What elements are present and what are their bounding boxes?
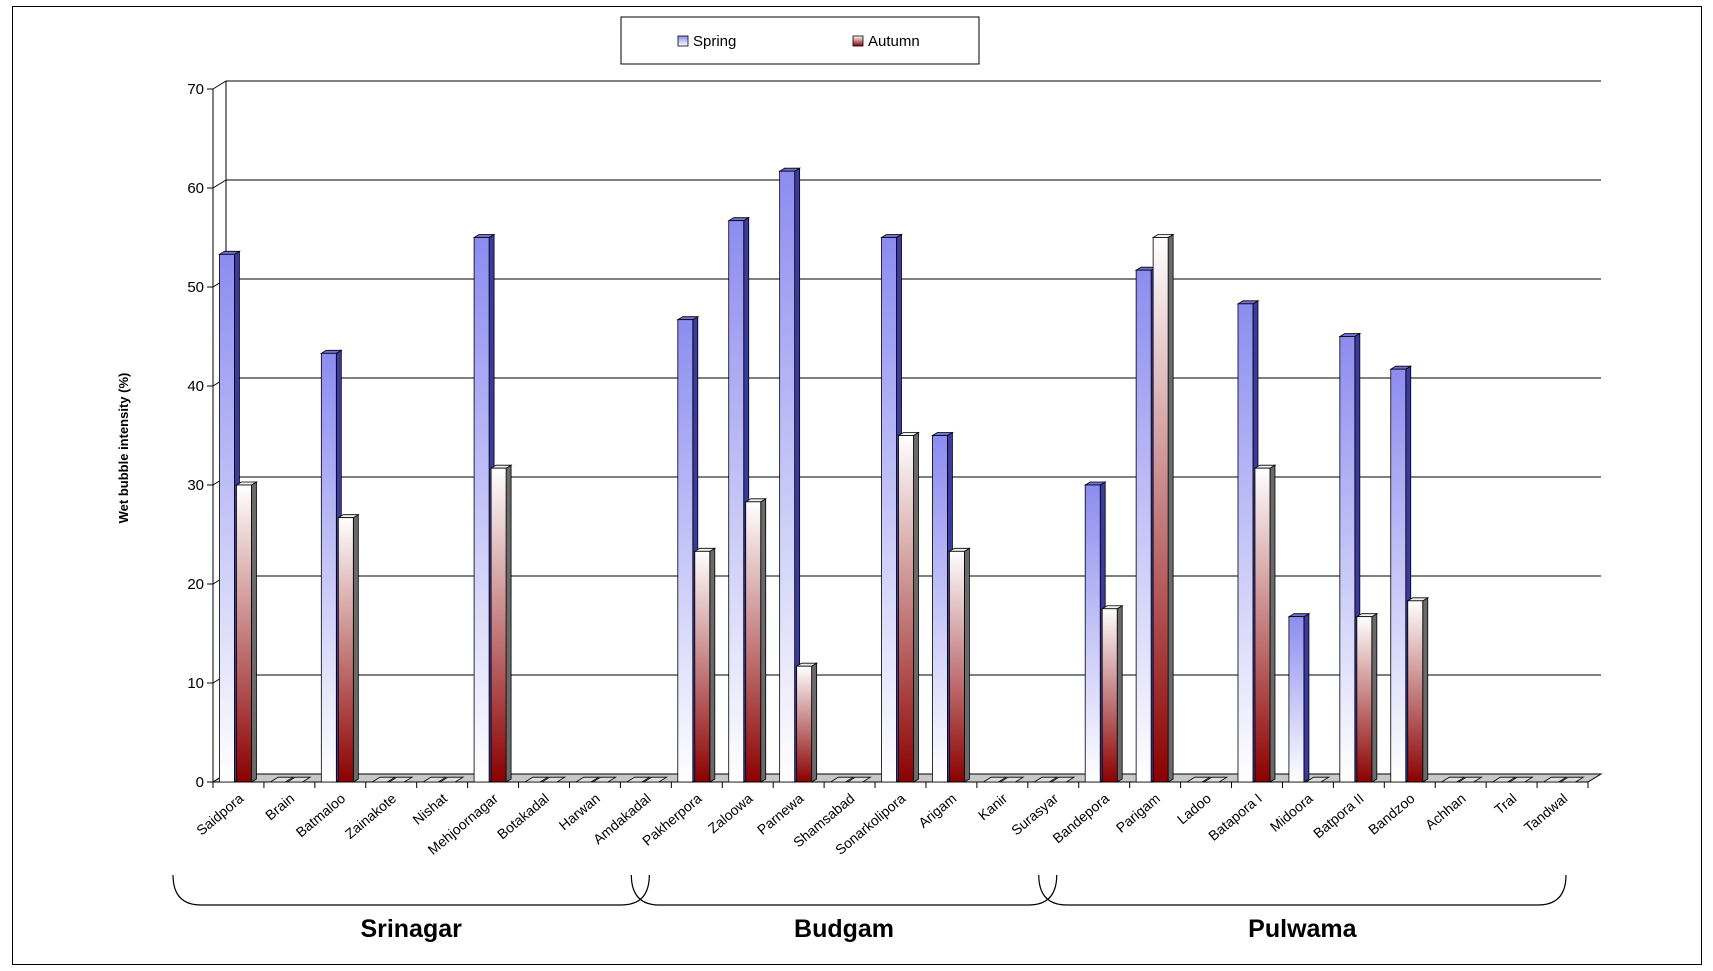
category-label: Botakadal bbox=[494, 790, 552, 842]
bar-spring bbox=[1542, 776, 1568, 783]
bar-spring bbox=[778, 167, 802, 783]
bar-spring bbox=[727, 216, 751, 783]
group-label: Pulwama bbox=[1248, 915, 1357, 943]
category-label: Batmaloo bbox=[293, 790, 349, 840]
bar-spring bbox=[1287, 612, 1311, 783]
legend: Spring Autumn bbox=[620, 16, 980, 65]
bar-spring bbox=[574, 776, 601, 783]
bar-spring bbox=[1491, 776, 1517, 783]
y-axis-label: Wet bubble intensity (%) bbox=[116, 373, 131, 524]
y-tick-label: 60 bbox=[187, 180, 204, 197]
bar-autumn bbox=[438, 776, 465, 783]
bar-autumn bbox=[1508, 776, 1534, 783]
bar-spring bbox=[268, 776, 295, 783]
bar-autumn bbox=[795, 662, 819, 783]
bar-autumn bbox=[947, 547, 971, 783]
bar-spring bbox=[880, 233, 903, 783]
category-label: Bandepora bbox=[1049, 790, 1112, 846]
category-label: Ladoo bbox=[1174, 790, 1214, 827]
bar-spring bbox=[421, 776, 448, 783]
category-label: Saidpora bbox=[193, 790, 246, 838]
bar-autumn bbox=[1253, 464, 1277, 783]
bar-autumn bbox=[693, 547, 717, 783]
bar-autumn bbox=[235, 481, 258, 783]
category-label: Tandwal bbox=[1521, 790, 1571, 835]
bar-spring bbox=[981, 776, 1008, 783]
y-tick-label: 20 bbox=[187, 576, 204, 593]
y-tick-label: 70 bbox=[187, 81, 204, 98]
category-label: Kanir bbox=[975, 790, 1011, 823]
group-bracket bbox=[172, 874, 650, 906]
grid-line-side bbox=[212, 179, 227, 189]
bar-autumn bbox=[591, 776, 618, 783]
y-tick-label: 50 bbox=[187, 279, 204, 296]
y-tick-label: 30 bbox=[187, 477, 204, 494]
bar-chart: 0 10 20 30 40 50 60 70 Saidpora BrainBatmalooZai… bbox=[116, 16, 1603, 943]
legend-box bbox=[620, 16, 980, 65]
bar-autumn bbox=[1457, 776, 1483, 783]
legend-label-autumn: Autumn bbox=[868, 33, 920, 50]
group-label: Budgam bbox=[794, 915, 894, 943]
category-label: Harwan bbox=[556, 790, 603, 833]
bar-autumn bbox=[642, 776, 669, 783]
category-label: Nishat bbox=[409, 790, 450, 828]
y-tick-label: 10 bbox=[187, 675, 204, 692]
bar-autumn bbox=[1202, 776, 1229, 783]
bars bbox=[218, 167, 1585, 783]
bar-autumn bbox=[336, 513, 360, 783]
category-label: Bandzoo bbox=[1365, 790, 1418, 838]
category-label: Brain bbox=[262, 790, 297, 823]
bar-autumn bbox=[744, 498, 768, 783]
category-label: Batapora I bbox=[1205, 790, 1265, 844]
bar-autumn bbox=[1355, 612, 1379, 783]
bar-spring bbox=[1185, 776, 1212, 783]
category-label: Midoora bbox=[1267, 790, 1316, 835]
category-label: Parigam bbox=[1113, 790, 1163, 836]
bar-spring bbox=[1083, 481, 1107, 783]
group-brackets: Srinagar Budgam Pulwama bbox=[172, 874, 1567, 943]
group-bracket bbox=[1038, 874, 1567, 906]
bar-autumn bbox=[1406, 597, 1430, 783]
bar-spring bbox=[625, 776, 652, 783]
bar-spring bbox=[523, 776, 550, 783]
legend-swatch-autumn bbox=[852, 35, 864, 47]
category-label: Zaloowa bbox=[705, 790, 756, 836]
bar-spring bbox=[370, 776, 397, 783]
bar-autumn bbox=[1559, 776, 1585, 783]
bar-autumn bbox=[897, 431, 920, 783]
bar-autumn bbox=[540, 776, 567, 783]
category-label: Arigam bbox=[915, 790, 959, 831]
bar-autumn bbox=[1049, 776, 1076, 783]
bar-autumn bbox=[1151, 233, 1175, 783]
bar-spring bbox=[1032, 776, 1059, 783]
category-label: Zainakote bbox=[342, 790, 400, 842]
bar-autumn bbox=[1100, 605, 1124, 783]
bar-autumn bbox=[1304, 776, 1331, 783]
bar-spring bbox=[1440, 776, 1466, 783]
legend-swatch-spring bbox=[677, 35, 689, 47]
bar-autumn bbox=[846, 776, 872, 783]
category-label: Tral bbox=[1491, 790, 1519, 817]
y-tick-label: 40 bbox=[187, 378, 204, 395]
group-bracket bbox=[630, 874, 1058, 906]
bar-spring bbox=[676, 315, 700, 783]
legend-label-spring: Spring bbox=[693, 33, 736, 50]
category-label: Batpora II bbox=[1310, 790, 1367, 841]
bar-autumn bbox=[489, 464, 513, 783]
bar-spring bbox=[829, 776, 855, 783]
bar-autumn bbox=[387, 776, 414, 783]
category-label: Achhan bbox=[1422, 790, 1469, 833]
bar-autumn bbox=[285, 776, 312, 783]
y-tick-label: 0 bbox=[196, 774, 204, 791]
chart-frame: 0 10 20 30 40 50 60 70 Saidpora Brain Batmaloo Zai… bbox=[12, 6, 1702, 965]
grid-line-side bbox=[212, 80, 227, 90]
bar-autumn bbox=[998, 776, 1025, 783]
group-label: Srinagar bbox=[360, 915, 462, 943]
